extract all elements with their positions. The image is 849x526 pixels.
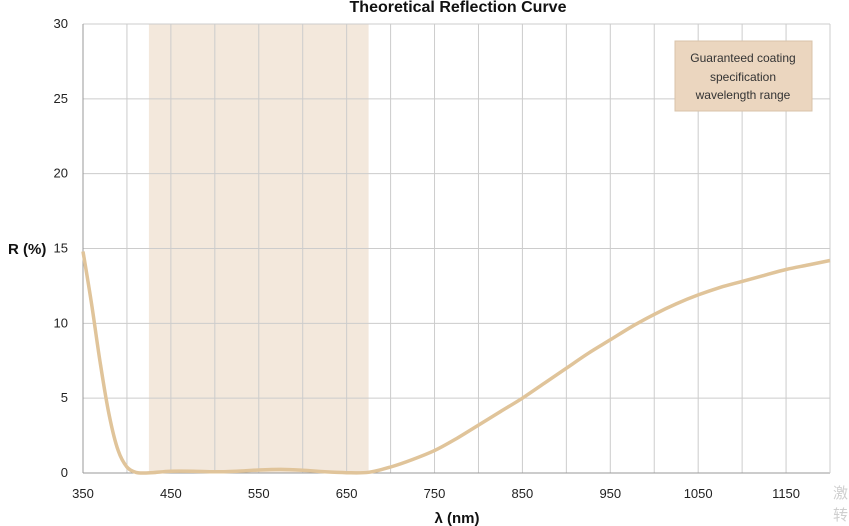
x-tick-label: 450 xyxy=(160,486,182,501)
x-tick-label: 350 xyxy=(72,486,94,501)
y-tick-label: 0 xyxy=(61,465,68,480)
x-tick-label: 950 xyxy=(599,486,621,501)
y-tick-label: 30 xyxy=(54,16,68,31)
x-tick-label: 650 xyxy=(336,486,358,501)
legend-line-2: specification xyxy=(710,70,776,84)
watermark-char-2: 转 xyxy=(833,506,848,524)
chart-title: Theoretical Reflection Curve xyxy=(350,0,567,16)
y-axis-title: R (%) xyxy=(8,241,46,258)
legend-line-1: Guaranteed coating xyxy=(690,51,795,65)
tick-label-layer: 350 450 550 650 750 850 950 1050 1150 0 5 10 15 20 25 3… xyxy=(54,16,801,501)
y-tick-label: 5 xyxy=(61,390,68,405)
y-tick-label: 20 xyxy=(54,166,68,181)
y-tick-label: 10 xyxy=(54,315,68,330)
x-tick-label: 1050 xyxy=(684,486,713,501)
x-tick-label: 750 xyxy=(424,486,446,501)
reflection-curve xyxy=(81,251,831,475)
y-tick-label: 15 xyxy=(54,241,68,256)
watermark-char-1: 激 xyxy=(833,484,848,502)
y-tick-label: 25 xyxy=(54,91,68,106)
x-tick-label: 850 xyxy=(512,486,534,501)
x-tick-label: 550 xyxy=(248,486,270,501)
x-axis-title: λ (nm) xyxy=(435,510,480,526)
x-tick-label: 1150 xyxy=(772,486,800,501)
legend-box: Guaranteed coating specification wavelen… xyxy=(674,40,813,112)
legend-swatch xyxy=(674,40,813,112)
curve-layer xyxy=(81,251,831,475)
legend-line-3: wavelength range xyxy=(695,88,791,102)
